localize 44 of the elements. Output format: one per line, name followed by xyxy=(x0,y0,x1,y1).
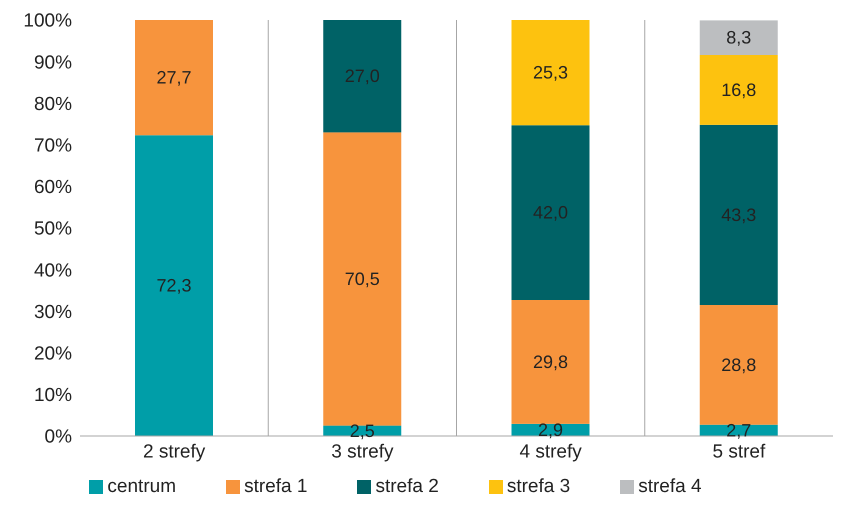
bar xyxy=(512,125,590,300)
legend-label: strefa 3 xyxy=(506,476,570,497)
y-tick-label: 20% xyxy=(34,344,72,365)
data-label: 2,7 xyxy=(726,420,752,440)
bar xyxy=(512,20,590,126)
legend-label: centrum xyxy=(107,476,176,497)
bar xyxy=(700,304,778,425)
bar xyxy=(700,54,778,125)
data-label: 72,3 xyxy=(156,276,192,296)
y-tick-label: 60% xyxy=(34,177,72,198)
y-tick-label: 50% xyxy=(34,218,72,240)
data-label: 29,8 xyxy=(532,352,568,372)
bar xyxy=(323,20,402,132)
y-tick-label: 40% xyxy=(34,260,72,282)
data-label: 43,3 xyxy=(721,204,756,225)
y-tick-label: 70% xyxy=(34,136,72,157)
y-tick-label: 80% xyxy=(34,94,72,115)
bar xyxy=(700,20,778,55)
data-label: 27,0 xyxy=(344,66,380,86)
data-label: 28,8 xyxy=(721,354,756,375)
x-tick-label: 5 stref xyxy=(712,441,766,462)
y-tick-label: 90% xyxy=(34,52,72,74)
data-label: 27,7 xyxy=(156,68,192,88)
y-tick-label: 100% xyxy=(23,10,72,32)
y-tick-label: 0% xyxy=(44,426,72,448)
legend-label: strefa 2 xyxy=(375,476,439,497)
data-label: 16,8 xyxy=(721,80,756,100)
x-tick-label: 3 strefy xyxy=(331,441,394,462)
bar xyxy=(135,20,213,136)
y-tick-label: 10% xyxy=(34,385,72,406)
data-label: 70,5 xyxy=(344,268,380,289)
data-label: 8,3 xyxy=(726,28,752,48)
bar xyxy=(135,135,213,436)
bar xyxy=(323,132,402,426)
x-tick-label: 4 strefy xyxy=(519,441,582,462)
bar xyxy=(700,124,778,305)
legend-label: strefa 1 xyxy=(244,476,308,497)
bar xyxy=(512,300,590,424)
x-tick-label: 2 strefy xyxy=(142,441,206,462)
legend-label: strefa 4 xyxy=(638,476,702,497)
data-label: 25,3 xyxy=(532,62,568,83)
data-label: 2,9 xyxy=(538,420,564,440)
data-label: 42,0 xyxy=(532,202,568,223)
y-tick-label: 30% xyxy=(34,302,72,323)
